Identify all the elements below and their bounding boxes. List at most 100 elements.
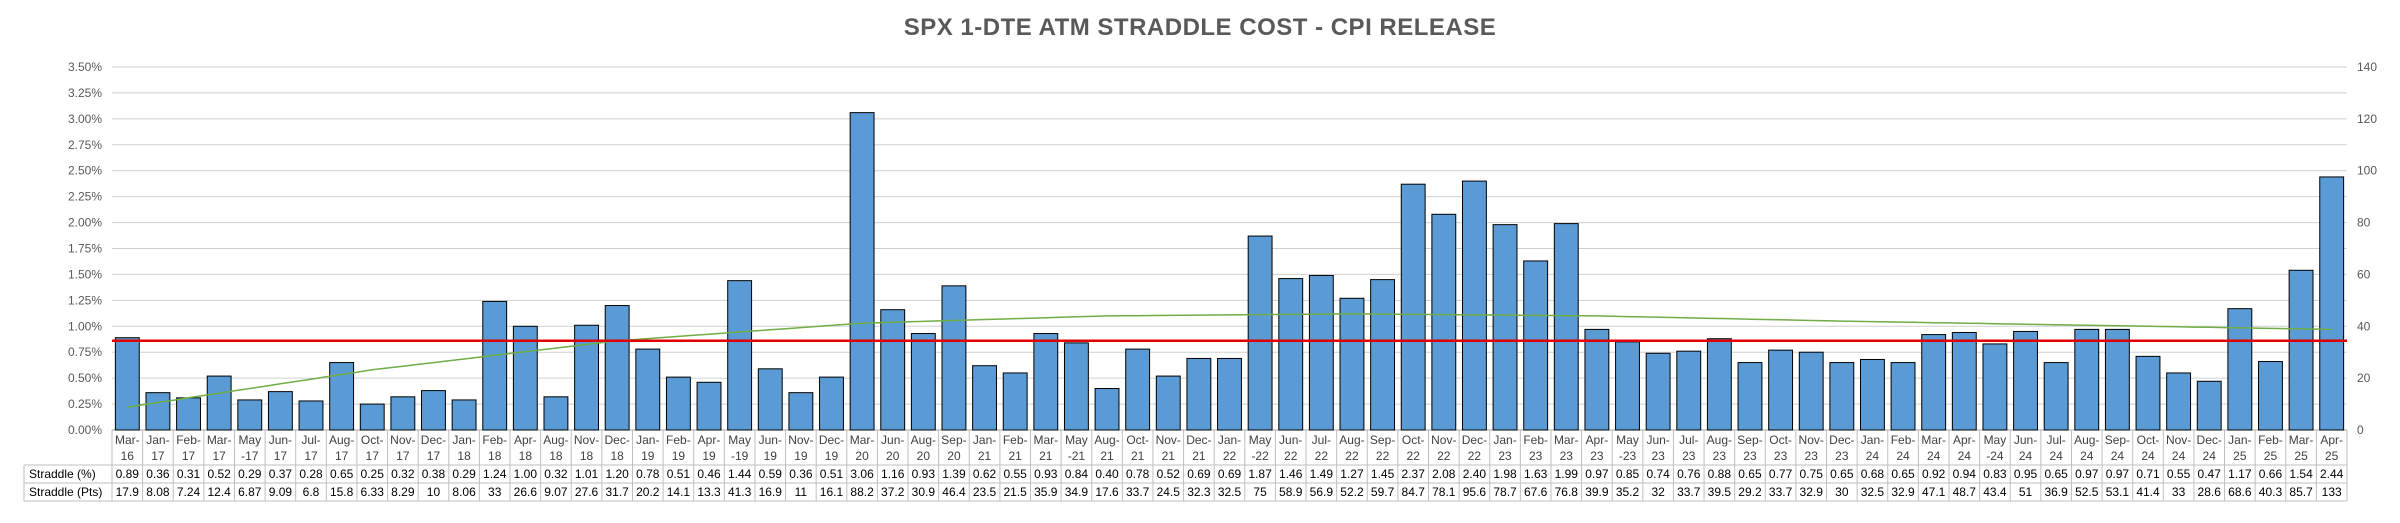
bar <box>1584 328 1610 431</box>
table-cell-pts: 28.6 <box>2198 485 2222 499</box>
table-cell-pct: 1.01 <box>575 467 599 481</box>
x-tick-label: Feb- <box>1003 433 1028 447</box>
table-cell-pts: 32.3 <box>1187 485 1211 499</box>
x-tick-label: 24 <box>1958 449 1972 463</box>
table-cell-pct: 0.65 <box>2044 467 2068 481</box>
x-tick-label: Nov- <box>1156 433 1181 447</box>
table-cell-pts: 47.1 <box>1922 485 1946 499</box>
x-tick-label: 19 <box>794 449 808 463</box>
x-tick-label: Feb- <box>176 433 201 447</box>
table-cell-pts: 21.5 <box>1004 485 1028 499</box>
x-tick-label: Oct- <box>1769 433 1792 447</box>
bar <box>2227 308 2253 431</box>
x-tick-label: Jun- <box>1279 433 1302 447</box>
table-cell-pts: 75 <box>1253 485 1267 499</box>
bar <box>1278 278 1304 431</box>
table-cell-pct: 2.37 <box>1402 467 1426 481</box>
y-left-tick-label: 2.00% <box>68 216 102 230</box>
x-tick-label: 17 <box>274 449 288 463</box>
x-tick-label: 19 <box>641 449 655 463</box>
table-cell-pts: 27.6 <box>575 485 599 499</box>
table-cell-pts: 39.5 <box>1708 485 1732 499</box>
bar <box>2319 176 2345 431</box>
table-cell-pct: 1.17 <box>2228 467 2252 481</box>
bar <box>1951 332 1977 431</box>
x-tick-label: 17 <box>304 449 318 463</box>
table-cell-pct: 1.87 <box>1248 467 1272 481</box>
table-cell-pct: 0.68 <box>1861 467 1885 481</box>
table-cell-pct: 0.29 <box>452 467 476 481</box>
x-tick-label: 23 <box>1743 449 1757 463</box>
table-cell-pct: 0.65 <box>1830 467 1854 481</box>
bar <box>2104 328 2130 431</box>
bar <box>1308 274 1334 431</box>
x-tick-label: Oct- <box>1402 433 1425 447</box>
y-left-tick-label: 1.25% <box>68 293 102 307</box>
table-cell-pct: 0.97 <box>2106 467 2130 481</box>
table-cell-pts: 78.1 <box>1432 485 1456 499</box>
table-cell-pts: 32.9 <box>1800 485 1824 499</box>
x-tick-label: Aug- <box>1094 433 1119 447</box>
table-cell-pts: 17.9 <box>116 485 140 499</box>
table-cell-pct: 1.54 <box>2289 467 2313 481</box>
table-cell-pts: 85.7 <box>2289 485 2313 499</box>
x-tick-label: May <box>1616 433 1639 447</box>
x-tick-label: 21 <box>978 449 992 463</box>
x-tick-label: 24 <box>2080 449 2094 463</box>
table-cell-pct: 0.32 <box>391 467 415 481</box>
x-tick-label: Mar- <box>1921 433 1946 447</box>
table-cell-pts: 34.9 <box>1065 485 1089 499</box>
x-tick-label: 17 <box>151 449 165 463</box>
table-cell-pts: 9.07 <box>544 485 568 499</box>
x-tick-label: May <box>238 433 261 447</box>
bar <box>696 381 722 431</box>
x-tick-label: May <box>1249 433 1272 447</box>
table-cell-pct: 0.59 <box>759 467 783 481</box>
table-cell-pct: 0.94 <box>1953 467 1977 481</box>
x-tick-label: 23 <box>1560 449 1574 463</box>
y-left-tick-label: 2.50% <box>68 164 102 178</box>
table-cell-pct: 1.44 <box>728 467 752 481</box>
x-tick-label: 22 <box>1468 449 1482 463</box>
table-cell-pts: 15.8 <box>330 485 354 499</box>
x-tick-label: 24 <box>1896 449 1910 463</box>
bar <box>2288 269 2314 431</box>
table-cell-pct: 0.85 <box>1616 467 1640 481</box>
x-tick-label: 23 <box>1529 449 1543 463</box>
x-tick-label: Mar- <box>850 433 875 447</box>
table-cell-pts: 33 <box>2172 485 2186 499</box>
x-tick-label: Mar- <box>1033 433 1058 447</box>
x-tick-label: 19 <box>702 449 716 463</box>
table-cell-pts: 53.1 <box>2106 485 2130 499</box>
x-tick-label: Nov- <box>2166 433 2191 447</box>
y-right-tick-label: 60 <box>2357 267 2371 281</box>
table-cell-pct: 1.49 <box>1310 467 1334 481</box>
table-cell-pts: 17.6 <box>1095 485 1119 499</box>
bar <box>788 392 814 431</box>
bar <box>1094 388 1120 431</box>
x-tick-label: May <box>1065 433 1088 447</box>
x-tick-label: Apr- <box>514 433 537 447</box>
x-tick-label: Jul- <box>2046 433 2065 447</box>
table-cell-pct: 0.46 <box>697 467 721 481</box>
x-tick-label: Jul- <box>1312 433 1331 447</box>
x-tick-label: Feb- <box>666 433 691 447</box>
x-tick-label: Nov- <box>1799 433 1824 447</box>
bar <box>1768 349 1794 431</box>
table-cell-pts: 8.08 <box>146 485 170 499</box>
x-tick-label: Feb- <box>1891 433 1916 447</box>
bar <box>1125 348 1151 431</box>
x-tick-label: Jan- <box>1493 433 1516 447</box>
table-cell-pct: 0.74 <box>1646 467 1670 481</box>
x-tick-label: 18 <box>519 449 533 463</box>
x-tick-label: May <box>1984 433 2007 447</box>
y-left-tick-label: 0.50% <box>68 371 102 385</box>
table-cell-pct: 0.76 <box>1677 467 1701 481</box>
y-right-tick-label: 120 <box>2357 112 2377 126</box>
table-cell-pct: 0.62 <box>973 467 997 481</box>
table-cell-pts: 6.8 <box>303 485 320 499</box>
x-tick-label: Feb- <box>2258 433 2283 447</box>
x-tick-label: Aug- <box>911 433 936 447</box>
table-cell-pct: 0.88 <box>1708 467 1732 481</box>
